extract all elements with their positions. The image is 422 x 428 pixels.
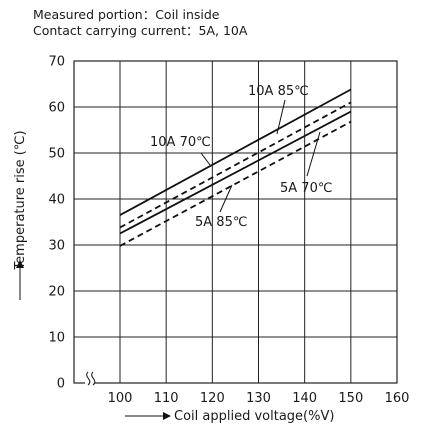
axis-break-mark <box>91 371 96 386</box>
series-label-leader <box>219 184 233 213</box>
y-tick-label: 70 <box>48 55 65 70</box>
series-label-leader <box>200 152 211 166</box>
y-tick-label: 30 <box>48 239 65 254</box>
series-label: 5A 85℃ <box>195 215 247 230</box>
series-label-leader <box>306 131 321 177</box>
y-tick-label: 10 <box>48 331 65 346</box>
series-label: 10A 85℃ <box>248 84 309 99</box>
series-label: 10A 70℃ <box>150 135 211 150</box>
y-tick-label: 20 <box>48 285 65 300</box>
axis-break-gap <box>85 372 95 388</box>
series-line <box>119 120 352 247</box>
x-tick-label: 110 <box>154 391 179 406</box>
x-tick-label: 140 <box>292 391 317 406</box>
y-tick-label: 60 <box>48 101 65 116</box>
x-tick-label: 160 <box>385 391 410 406</box>
x-tick-label: 130 <box>246 391 271 406</box>
series-line <box>119 110 352 235</box>
x-tick-label: 100 <box>108 391 133 406</box>
y-axis-arrow-head <box>16 260 24 268</box>
header-contact-current: Contact carrying current：5A, 10A <box>33 23 248 38</box>
y-axis-title: Temperature rise (℃) <box>13 130 28 270</box>
x-tick-label: 150 <box>338 391 363 406</box>
x-axis-arrow-head <box>163 412 171 420</box>
x-tick-label: 120 <box>200 391 225 406</box>
y-tick-label: 50 <box>48 147 65 162</box>
y-tick-label: 40 <box>48 193 65 208</box>
header-measured-portion: Measured portion：Coil inside <box>33 7 220 22</box>
x-axis-title: Coil applied voltage(%V) <box>174 409 334 424</box>
series-label-leader <box>276 99 286 135</box>
series-line <box>119 88 352 216</box>
y-tick-label: 0 <box>57 377 65 392</box>
axis-break-mark <box>86 371 91 386</box>
series-line <box>119 101 352 229</box>
series-label: 5A 70℃ <box>280 181 332 196</box>
plot-frame <box>73 60 398 384</box>
